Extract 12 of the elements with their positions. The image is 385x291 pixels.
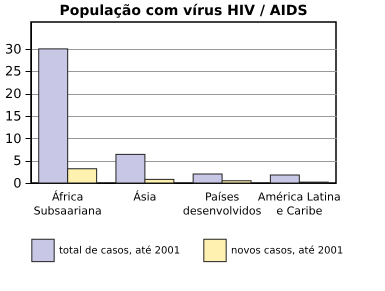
y-tick-label: 25 xyxy=(4,64,22,80)
legend-label: total de casos, até 2001 xyxy=(59,245,180,256)
y-tick-label: 0 xyxy=(13,176,22,192)
y-tick-label: 20 xyxy=(4,87,22,102)
x-tick-label: África Subsaariana xyxy=(34,190,102,218)
y-tick-label: 15 xyxy=(4,109,22,124)
y-tick-label: 30 xyxy=(4,42,22,58)
x-tick-label: Ásia xyxy=(133,190,156,204)
y-tick-label: 5 xyxy=(13,154,22,170)
chart-title: População com vírus HIV / AIDS xyxy=(59,3,308,19)
y-tick-label: 10 xyxy=(4,132,22,147)
legend-label: novos casos, até 2001 xyxy=(231,245,344,256)
